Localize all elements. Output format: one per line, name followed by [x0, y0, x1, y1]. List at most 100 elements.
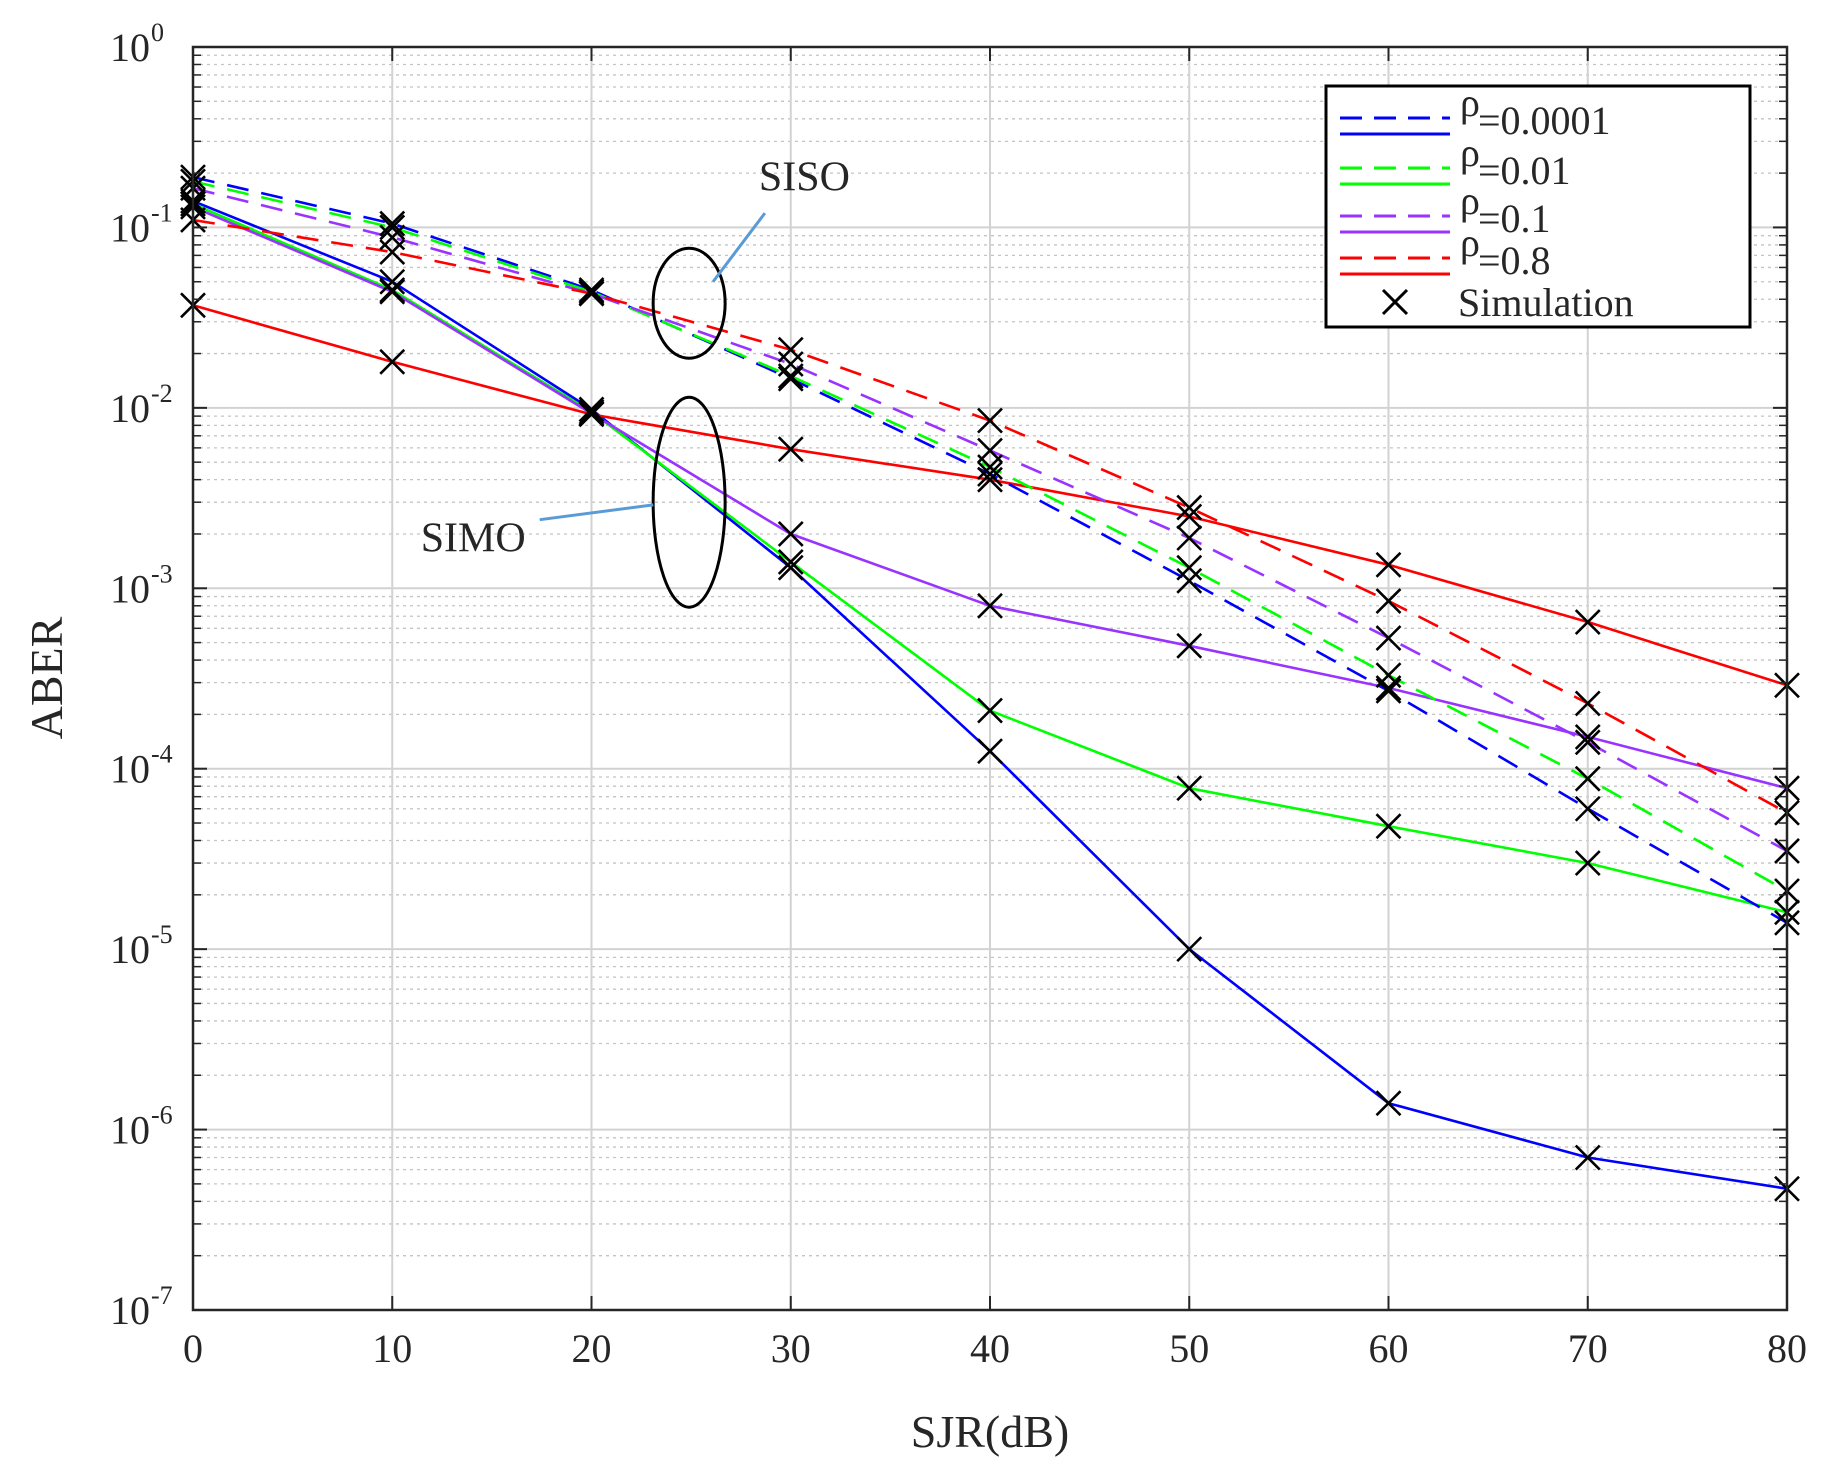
- x-tick-label: 50: [1169, 1326, 1209, 1371]
- marker-stroke: [1176, 503, 1203, 530]
- marker-stroke: [379, 214, 406, 241]
- simulation-marker: [777, 554, 804, 581]
- marker-stroke: [1574, 850, 1601, 876]
- y-tick-label-base: 10: [110, 927, 150, 972]
- simulation-marker: [977, 466, 1003, 493]
- simulation-marker: [1375, 588, 1402, 614]
- marker-stroke: [1375, 625, 1402, 651]
- marker-stroke: [977, 592, 1003, 619]
- simulation-marker: [1375, 551, 1402, 578]
- simulation-marker: [379, 210, 406, 237]
- marker-stroke: [977, 407, 1003, 434]
- legend-entry-01: ρ=0.1: [1340, 178, 1551, 241]
- y-tick-label-exponent: -4: [151, 740, 173, 769]
- simo-label: SIMO: [421, 515, 526, 561]
- y-tick-label-exponent: 0: [151, 18, 164, 47]
- siso-leader-line: [711, 212, 767, 283]
- siso-label: SISO: [759, 155, 850, 201]
- simulation-marker: [777, 336, 804, 363]
- simulation-marker: [1574, 1144, 1601, 1171]
- simulation-marker: [777, 521, 804, 547]
- marker-stroke: [1574, 1144, 1601, 1171]
- simulation-marker: [379, 278, 406, 305]
- marker-stroke: [1176, 775, 1203, 802]
- x-axis-label: SJR(dB): [911, 1406, 1069, 1457]
- simulation-marker: [578, 396, 605, 423]
- marker-stroke: [1574, 765, 1601, 792]
- legend-label: =0.01: [1478, 148, 1571, 193]
- simulation-marker: [1176, 554, 1203, 581]
- x-tick-label: 80: [1767, 1326, 1807, 1371]
- marker-stroke: [1176, 525, 1203, 551]
- simulation-marker: [578, 280, 605, 307]
- legend-label: =0.0001: [1478, 98, 1611, 143]
- marker-stroke: [777, 436, 804, 463]
- simulation-marker: [977, 437, 1003, 464]
- simulation-marker: [1574, 765, 1601, 792]
- legend-rho-symbol: ρ: [1460, 80, 1480, 125]
- y-tick-label-exponent: -5: [151, 920, 173, 949]
- marker-stroke: [379, 278, 406, 305]
- simulation-marker: [977, 461, 1003, 487]
- x-tick-label: 30: [771, 1326, 811, 1371]
- marker-stroke: [777, 363, 804, 390]
- marker-stroke: [578, 280, 605, 307]
- marker-stroke: [1176, 554, 1203, 581]
- marker-stroke: [1574, 609, 1601, 635]
- y-tick-label-base: 10: [110, 205, 150, 250]
- marker-stroke: [1375, 662, 1402, 689]
- y-tick-label-exponent: -2: [151, 379, 173, 408]
- marker-stroke: [379, 268, 406, 295]
- simulation-marker: [379, 348, 406, 375]
- marker-stroke: [379, 239, 406, 266]
- marker-stroke: [578, 396, 605, 423]
- legend-label: Simulation: [1458, 280, 1634, 325]
- marker-stroke: [977, 461, 1003, 487]
- legend-entry-simulation: Simulation: [1381, 280, 1634, 325]
- simulation-marker: [1176, 503, 1203, 530]
- marker-stroke: [1176, 632, 1203, 659]
- legend-label: =0.8: [1478, 238, 1551, 283]
- marker-stroke: [1375, 813, 1402, 840]
- simulation-marker: [1176, 936, 1203, 963]
- simulation-marker: [1574, 729, 1601, 756]
- simulation-marker: [977, 738, 1003, 765]
- simulation-marker: [977, 697, 1003, 724]
- legend-label: =0.1: [1478, 196, 1551, 241]
- y-tick-label-exponent: -3: [151, 559, 173, 588]
- simulation-marker: [1375, 625, 1402, 651]
- simulation-marker: [379, 268, 406, 295]
- legend-entry-08: ρ=0.8: [1340, 220, 1551, 283]
- simo-leader-line: [539, 503, 654, 522]
- simulation-marker: [777, 436, 804, 463]
- marker-stroke: [379, 210, 406, 237]
- y-tick-label-base: 10: [110, 566, 150, 611]
- simulation-marker: [1176, 525, 1203, 551]
- legend-marker-stroke: [1381, 288, 1409, 316]
- simulation-marker: [1574, 609, 1601, 635]
- y-tick-label-exponent: -6: [151, 1101, 173, 1130]
- simulation-marker: [977, 592, 1003, 619]
- simo-ellipse: [651, 395, 727, 609]
- marker-stroke: [1375, 1090, 1402, 1117]
- y-tick-label-base: 10: [110, 1288, 150, 1333]
- y-tick-label-base: 10: [110, 25, 150, 70]
- y-tick-label-base: 10: [110, 747, 150, 792]
- marker-stroke: [1375, 588, 1402, 614]
- marker-stroke: [977, 738, 1003, 765]
- simulation-marker: [1176, 632, 1203, 659]
- legend-entry-00001: ρ=0.0001: [1340, 80, 1611, 143]
- simulation-marker: [1176, 494, 1203, 521]
- marker-stroke: [777, 554, 804, 581]
- simulation-marker: [1375, 662, 1402, 689]
- marker-stroke: [1176, 494, 1203, 521]
- siso-ellipse: [651, 246, 727, 360]
- marker-stroke: [1574, 729, 1601, 756]
- y-tick-label-base: 10: [110, 386, 150, 431]
- simulation-marker: [1574, 850, 1601, 876]
- marker-stroke: [1574, 795, 1601, 822]
- simulation-marker: [977, 407, 1003, 434]
